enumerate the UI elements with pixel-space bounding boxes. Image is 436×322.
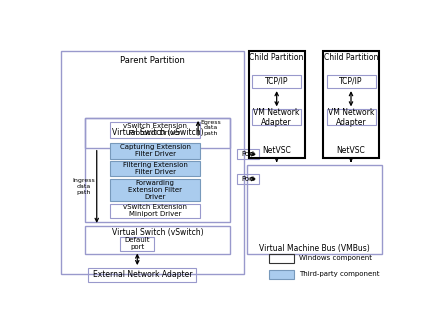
Bar [249, 51, 304, 158]
Bar [110, 122, 200, 138]
Text: Capturing Extension
Filter Driver: Capturing Extension Filter Driver [119, 144, 191, 157]
Text: Virtual Switch (vSwitch): Virtual Switch (vSwitch) [112, 228, 203, 237]
Bar [85, 118, 230, 222]
Text: Default
port: Default port [125, 237, 150, 250]
Text: Virtual Switch (vSwitch): Virtual Switch (vSwitch) [112, 128, 203, 137]
Bar [252, 75, 301, 88]
Bar [120, 237, 154, 251]
Text: Ingress
data
path: Ingress data path [72, 178, 95, 195]
Text: Forwarding
Extension Filter
Driver: Forwarding Extension Filter Driver [128, 180, 182, 200]
Text: TCP/IP: TCP/IP [265, 77, 289, 86]
Text: Third-party component: Third-party component [300, 271, 380, 278]
Text: vSwitch Extension
Miniport Driver: vSwitch Extension Miniport Driver [123, 204, 187, 217]
Bar [327, 109, 375, 125]
Text: NetVSC: NetVSC [337, 146, 365, 155]
Bar [327, 75, 375, 88]
Text: Child Partition: Child Partition [324, 53, 378, 62]
Bar [85, 226, 230, 254]
Bar [61, 51, 244, 274]
Bar [247, 165, 382, 254]
Bar [110, 204, 200, 218]
Text: Port: Port [241, 176, 255, 182]
Text: Parent Partition: Parent Partition [120, 56, 185, 65]
Text: Filtering Extension
Filter Driver: Filtering Extension Filter Driver [123, 162, 187, 175]
Text: Egress
data
path: Egress data path [201, 119, 221, 136]
Text: TCP/IP: TCP/IP [339, 77, 363, 86]
Bar [252, 109, 301, 125]
Bar [269, 270, 294, 279]
Bar [269, 254, 294, 263]
Text: Port: Port [241, 151, 255, 157]
Text: External Network Adapter: External Network Adapter [92, 270, 192, 279]
Text: Child Partition: Child Partition [249, 53, 304, 62]
Bar [110, 179, 200, 201]
Text: VM Network
Adapter: VM Network Adapter [253, 108, 300, 127]
Bar [323, 51, 379, 158]
Text: Virtual Machine Bus (VMBus): Virtual Machine Bus (VMBus) [259, 244, 370, 253]
Bar [110, 161, 200, 176]
Bar [110, 143, 200, 159]
Bar [85, 118, 230, 148]
Text: VM Network
Adapter: VM Network Adapter [328, 108, 374, 127]
Text: Windows component: Windows component [300, 255, 372, 261]
Bar [237, 174, 259, 184]
Bar [237, 149, 259, 159]
Text: NetVSC: NetVSC [262, 146, 291, 155]
Text: vSwitch Extension
Protocol Driver: vSwitch Extension Protocol Driver [123, 123, 187, 136]
Bar [88, 268, 197, 282]
